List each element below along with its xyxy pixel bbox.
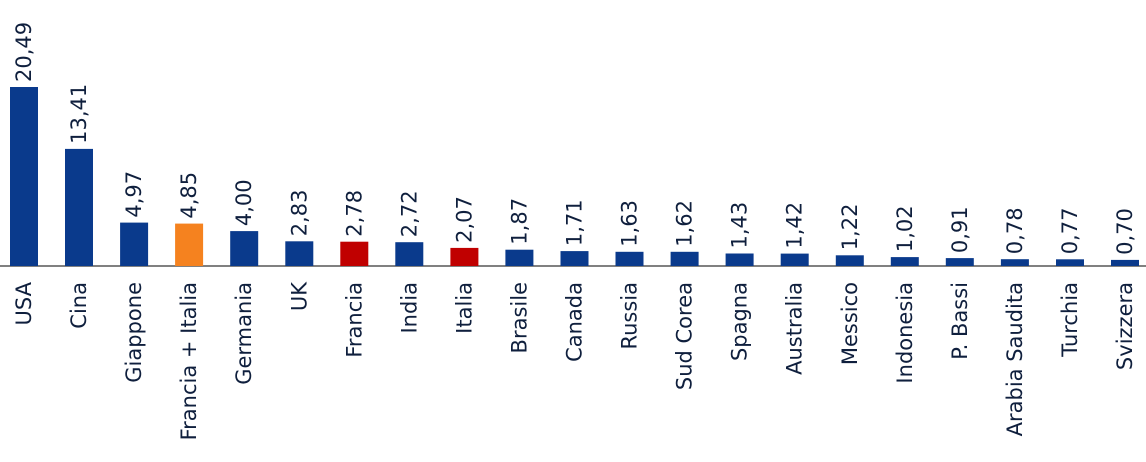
value-label-uk: 2,83	[287, 190, 311, 237]
category-label-indonesia: Indonesia	[893, 282, 917, 384]
bar-canada	[560, 251, 589, 266]
bar-india	[395, 242, 424, 266]
bar-spagna	[725, 253, 754, 266]
category-label-arabia-saudita: Arabia Saudita	[1003, 282, 1027, 436]
category-label-francia-italia: Francia + Italia	[177, 282, 201, 440]
bar-cina	[65, 148, 93, 266]
bar-russia	[615, 251, 644, 266]
value-label-italia: 2,07	[452, 196, 476, 243]
category-label-germania: Germania	[232, 282, 256, 385]
category-label-francia: Francia	[342, 282, 366, 358]
bars-group	[10, 87, 1139, 266]
category-label-p-bassi: P. Bassi	[948, 282, 972, 360]
category-label-messico: Messico	[838, 282, 862, 365]
value-label-indonesia: 1,02	[893, 205, 917, 252]
value-label-russia: 1,63	[618, 200, 642, 247]
value-labels-group: 20,49 13,41 4,97 4,85 4,00 2,83 2,78 2,72 2,07 1,…	[12, 22, 1137, 255]
bar-p-bassi	[945, 258, 974, 266]
value-label-giappone: 4,97	[122, 171, 146, 218]
value-label-francia-italia: 4,85	[177, 172, 201, 219]
bar-brasile	[505, 249, 534, 266]
bar-indonesia	[890, 257, 919, 266]
category-label-canada: Canada	[563, 282, 587, 362]
category-labels-group: USA Cina Giappone Francia + Italia Germania U…	[12, 281, 1137, 441]
value-label-sud-corea: 1,62	[673, 200, 697, 247]
bar-uk	[285, 241, 314, 266]
category-label-spagna: Spagna	[728, 282, 752, 361]
value-label-arabia-saudita: 0,78	[1003, 207, 1027, 254]
bar-usa	[10, 87, 38, 266]
value-label-germania: 4,00	[232, 179, 256, 226]
bar-francia-italia	[175, 223, 204, 266]
category-label-australia: Australia	[783, 282, 807, 375]
category-label-brasile: Brasile	[508, 282, 532, 353]
value-label-spagna: 1,43	[728, 202, 752, 249]
category-label-italia: Italia	[452, 282, 476, 334]
value-label-brasile: 1,87	[508, 198, 532, 245]
value-label-australia: 1,42	[783, 202, 807, 249]
bar-sud-corea	[670, 251, 699, 266]
value-label-messico: 1,22	[838, 204, 862, 251]
category-label-turchia: Turchia	[1058, 282, 1082, 358]
bar-italia	[450, 247, 479, 266]
value-label-svizzera: 0,70	[1113, 208, 1137, 255]
bar-giappone	[120, 222, 149, 266]
category-label-usa: USA	[12, 281, 36, 325]
value-label-usa: 20,49	[12, 22, 36, 82]
value-label-india: 2,72	[397, 190, 421, 237]
category-label-giappone: Giappone	[122, 282, 146, 383]
bar-francia	[340, 241, 369, 266]
value-label-turchia: 0,77	[1058, 208, 1082, 255]
category-label-cina: Cina	[67, 282, 91, 329]
bar-australia	[780, 253, 809, 266]
bar-turchia	[1056, 259, 1084, 266]
bar-messico	[835, 255, 864, 266]
bar-svizzera	[1111, 259, 1139, 266]
category-label-sud-corea: Sud Corea	[673, 282, 697, 390]
value-label-cina: 13,41	[67, 84, 91, 144]
value-label-francia: 2,78	[342, 190, 366, 237]
category-label-india: India	[397, 282, 421, 334]
category-label-russia: Russia	[618, 282, 642, 350]
bar-germania	[230, 231, 259, 266]
value-label-p-bassi: 0,91	[948, 206, 972, 253]
bar-arabia-saudita	[1000, 259, 1029, 266]
category-label-svizzera: Svizzera	[1113, 282, 1137, 370]
category-label-uk: UK	[287, 281, 311, 311]
value-label-canada: 1,71	[563, 199, 587, 246]
